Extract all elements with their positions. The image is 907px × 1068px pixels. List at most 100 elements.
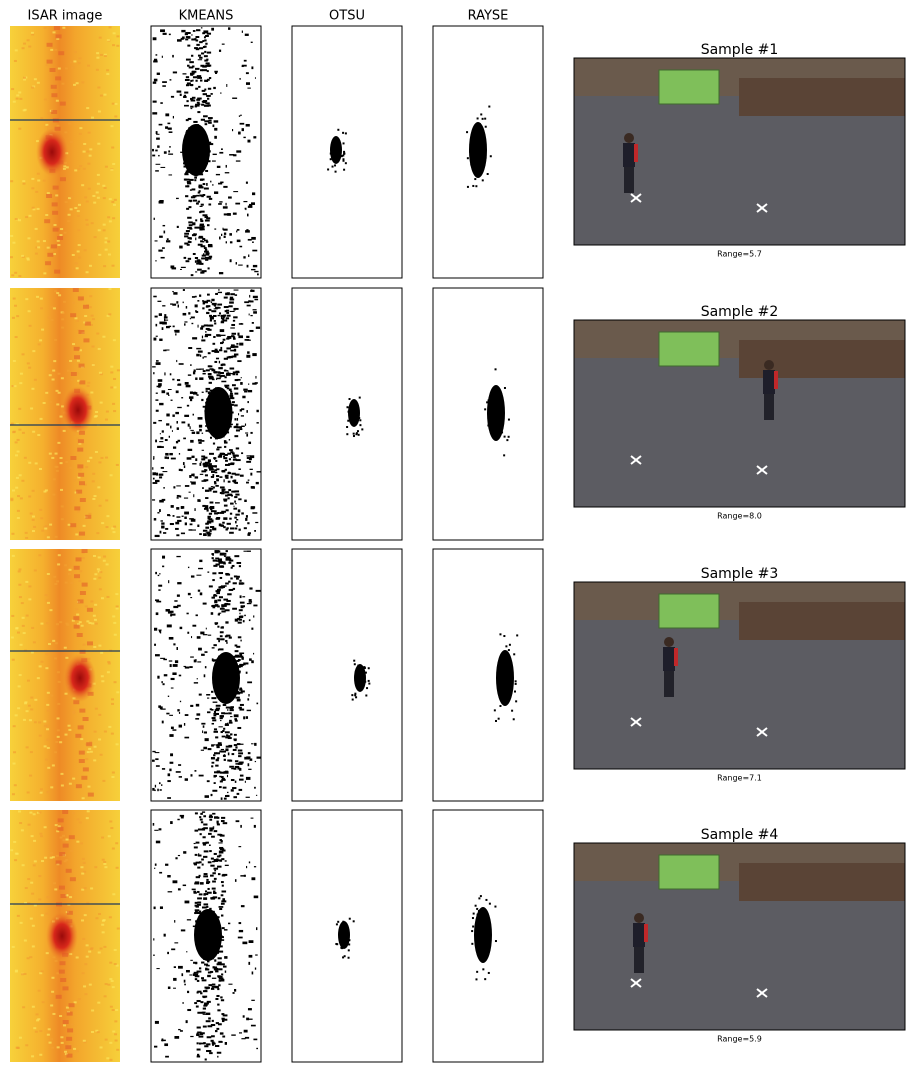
kmeans-speck (171, 949, 175, 951)
isar-blob (36, 128, 68, 176)
kmeans-speck (247, 681, 252, 683)
kmeans-speck (177, 495, 180, 497)
kmeans-band (212, 790, 217, 792)
kmeans-speck (247, 305, 251, 307)
person-legs (764, 394, 774, 420)
kmeans-speck (214, 191, 218, 194)
kmeans-speck (184, 980, 186, 983)
kmeans-speck (215, 502, 220, 503)
kmeans-speck (212, 978, 216, 979)
kmeans-band (206, 217, 210, 219)
isar-noise (81, 873, 84, 875)
kmeans-speck (194, 508, 195, 511)
isar-noise (107, 39, 110, 41)
kmeans-band (226, 559, 231, 561)
kmeans-speck (210, 93, 212, 95)
kmeans-band (225, 640, 227, 642)
kmeans-speck (172, 414, 174, 416)
kmeans-speck (228, 372, 229, 375)
isar-noise (89, 155, 92, 157)
segmentation-speck (347, 420, 349, 422)
kmeans-band (198, 86, 200, 88)
kmeans-band (222, 318, 225, 320)
kmeans-speck (195, 718, 199, 720)
kmeans-speck (237, 360, 241, 362)
isar-noise (26, 615, 29, 617)
person-head (764, 360, 774, 370)
isar-noise (76, 1050, 79, 1052)
isar-noise (39, 833, 42, 835)
isar-noise (117, 369, 120, 371)
isar-stripe (45, 261, 51, 265)
isar-stripe (54, 270, 60, 274)
isar-noise (109, 916, 112, 918)
kmeans-band (194, 974, 198, 976)
kmeans-band (205, 35, 209, 37)
kmeans-band (227, 593, 231, 595)
isar-noise (77, 215, 80, 217)
person-arm (634, 144, 638, 162)
isar-noise (32, 1006, 35, 1008)
kmeans-band (221, 999, 224, 1001)
kmeans-band (197, 1000, 201, 1002)
kmeans-speck (156, 360, 159, 362)
isar-noise (27, 957, 30, 959)
kmeans-speck (233, 506, 234, 507)
isar-noise (28, 585, 31, 587)
isar-noise (49, 453, 52, 455)
kmeans-speck (239, 343, 243, 346)
isar-noise (105, 983, 108, 985)
kmeans-speck (164, 151, 167, 153)
kmeans-band (229, 395, 233, 397)
isar-noise (37, 246, 40, 248)
kmeans-speck (166, 423, 169, 425)
kmeans-speck (241, 512, 244, 514)
isar-noise (113, 622, 116, 624)
isar-noise (111, 776, 114, 778)
isar-noise (91, 622, 94, 624)
isar-noise (11, 615, 14, 617)
segmentation-speck (473, 913, 475, 915)
isar-noise (36, 296, 39, 298)
kmeans-band (226, 600, 230, 602)
isar-noise (104, 731, 107, 733)
kmeans-speck (240, 428, 243, 430)
kmeans-speck (197, 525, 199, 527)
isar-noise (89, 295, 92, 297)
kmeans-speck (246, 355, 250, 358)
kmeans-speck (206, 694, 210, 696)
kmeans-speck (186, 306, 187, 309)
kmeans-speck (211, 28, 214, 31)
isar-noise (95, 623, 98, 625)
kmeans-speck (196, 431, 199, 434)
kmeans-band (212, 579, 215, 581)
isar-stripe (58, 818, 64, 822)
isar-noise (112, 1009, 115, 1011)
isar-noise (97, 87, 100, 89)
isar-noise (54, 224, 57, 226)
kmeans-speck (177, 379, 180, 381)
isar-stripe (47, 253, 53, 257)
kmeans-band (232, 753, 235, 755)
kmeans-band (219, 908, 222, 910)
kmeans-speck (246, 434, 248, 437)
kmeans-speck (190, 108, 192, 109)
segmentation-speck (368, 683, 370, 685)
segmentation-panel (292, 549, 402, 801)
isar-noise (104, 866, 107, 868)
isar-noise (17, 495, 20, 497)
segmentation-speck (366, 687, 368, 689)
kmeans-speck (243, 716, 245, 719)
isar-stripe (56, 34, 62, 38)
segmentation-speck (515, 680, 517, 682)
isar-noise (15, 218, 18, 220)
kmeans-band (211, 310, 216, 312)
kmeans-speck (192, 296, 195, 298)
kmeans-speck (184, 321, 187, 322)
segmentation-speck (357, 665, 359, 667)
kmeans-speck (238, 132, 240, 135)
kmeans-speck (236, 150, 241, 152)
isar-noise (99, 571, 102, 573)
kmeans-band (207, 33, 211, 35)
isar-stripe (74, 574, 80, 578)
